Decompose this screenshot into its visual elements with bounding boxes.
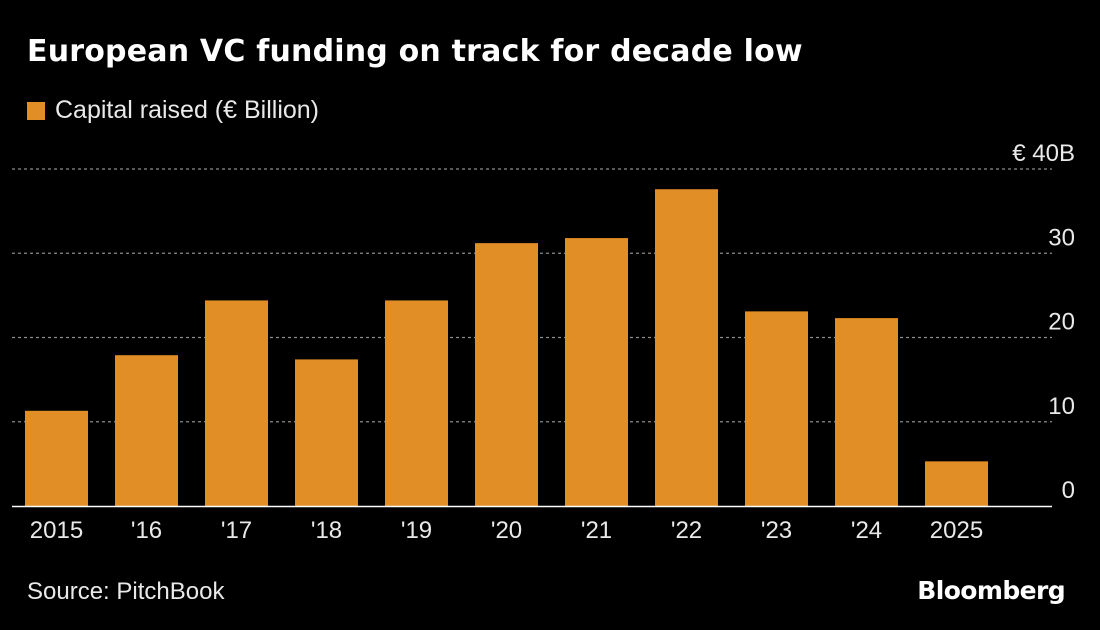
bar	[475, 243, 538, 506]
bar	[385, 300, 448, 506]
bar	[835, 318, 898, 506]
bar	[205, 300, 268, 506]
legend-swatch	[27, 101, 45, 120]
y-tick-label: € 40B	[1012, 140, 1075, 167]
bar	[655, 189, 718, 506]
x-tick-label: '19	[401, 517, 432, 544]
x-tick-label: 2015	[30, 517, 83, 544]
bar	[295, 359, 358, 506]
x-tick-label: '18	[311, 517, 342, 544]
bar	[565, 238, 628, 506]
x-tick-label: '24	[851, 517, 882, 544]
x-tick-label: '23	[761, 517, 792, 544]
y-tick-label: 0	[1062, 477, 1075, 504]
y-tick-label: 10	[1048, 393, 1075, 420]
legend-label: Capital raised (€ Billion)	[55, 96, 320, 124]
x-tick-label: '22	[671, 517, 702, 544]
x-tick-label: 2025	[930, 517, 983, 544]
bar	[745, 311, 808, 506]
x-tick-label: '17	[221, 517, 252, 544]
bar	[25, 410, 88, 506]
chart-title: European VC funding on track for decade …	[27, 34, 803, 69]
y-tick-label: 30	[1048, 224, 1075, 251]
y-tick-label: 20	[1048, 309, 1075, 336]
x-tick-label: '21	[581, 517, 612, 544]
bar	[925, 461, 988, 506]
bar	[115, 355, 178, 506]
x-tick-label: '16	[131, 517, 162, 544]
x-tick-label: '20	[491, 517, 522, 544]
source-note: Source: PitchBook	[27, 578, 225, 605]
bloomberg-logo: Bloomberg	[917, 576, 1065, 605]
legend: Capital raised (€ Billion)	[27, 96, 319, 125]
